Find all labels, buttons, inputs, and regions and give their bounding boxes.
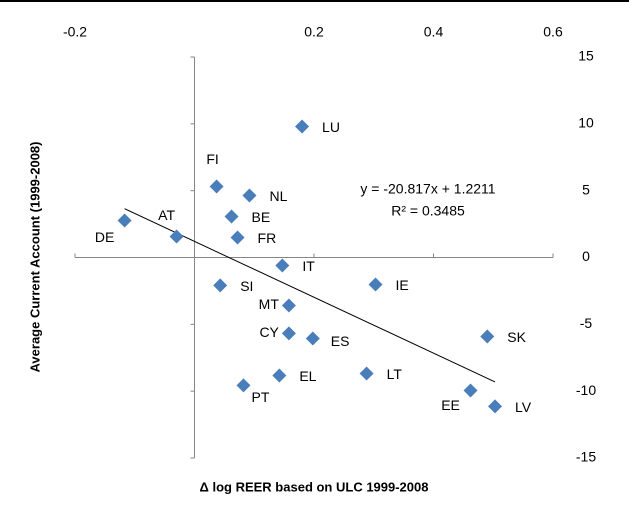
data-point (275, 258, 290, 273)
x-tick-label: 0.2 (304, 24, 324, 40)
point-label: AT (158, 207, 175, 223)
data-point (242, 188, 257, 203)
point-label: EE (441, 397, 460, 413)
data-point (230, 230, 245, 245)
y-tick-label: 5 (582, 181, 590, 197)
data-point (463, 383, 478, 398)
point-label: NL (269, 188, 287, 204)
y-axis-title: Average Current Account (1999-2008) (27, 142, 42, 373)
data-point (236, 378, 251, 393)
y-tick-label: 0 (582, 248, 590, 264)
data-point (368, 277, 383, 292)
point-label: MT (259, 296, 280, 312)
data-point (272, 368, 287, 383)
point-label: LU (322, 119, 340, 135)
point-label: FI (206, 151, 218, 167)
r-squared: R² = 0.3485 (391, 203, 465, 219)
data-point (359, 366, 374, 381)
data-point (281, 326, 296, 341)
data-point (295, 119, 310, 134)
y-tick-label: -5 (580, 315, 593, 331)
data-point (213, 278, 228, 293)
point-label: FR (258, 230, 277, 246)
data-point (305, 331, 320, 346)
data-point (224, 209, 239, 224)
data-point (281, 298, 296, 313)
data-point (480, 329, 495, 344)
point-label: DE (95, 229, 114, 245)
data-point (169, 229, 184, 244)
x-tick-label: 0.6 (543, 24, 563, 40)
point-label: BE (252, 209, 271, 225)
x-tick-label: 0.4 (424, 24, 444, 40)
trend-equation: y = -20.817x + 1.2211 (360, 181, 495, 197)
point-label: CY (259, 324, 279, 340)
point-label: IT (302, 258, 315, 274)
point-label: LT (387, 366, 403, 382)
data-point (488, 399, 503, 414)
y-tick-label: 10 (578, 115, 594, 131)
point-label: IE (396, 277, 409, 293)
y-tick-label: -10 (576, 382, 596, 398)
trendline (124, 208, 496, 383)
data-point (209, 179, 224, 194)
x-tick-label: -0.2 (63, 24, 87, 40)
point-label: SI (240, 278, 253, 294)
point-label: PT (251, 389, 269, 405)
point-label: SK (507, 329, 526, 345)
point-label: EL (299, 368, 316, 384)
y-tick-label: 15 (578, 48, 594, 64)
x-axis-title: Δ log REER based on ULC 1999-2008 (200, 479, 429, 494)
point-label: ES (331, 333, 350, 349)
y-tick-label: -15 (576, 449, 596, 465)
data-point (117, 213, 132, 228)
point-label: LV (515, 399, 532, 415)
